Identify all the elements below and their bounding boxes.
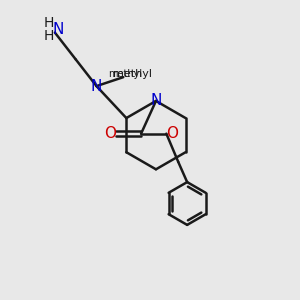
Text: H: H	[43, 16, 53, 30]
Text: O: O	[104, 126, 116, 141]
Text: N: N	[53, 22, 64, 37]
Text: methyl: methyl	[109, 69, 143, 79]
Text: N: N	[91, 79, 102, 94]
Text: O: O	[166, 126, 178, 141]
Text: methyl: methyl	[113, 69, 152, 79]
Text: H: H	[43, 28, 53, 43]
Text: N: N	[150, 94, 162, 109]
